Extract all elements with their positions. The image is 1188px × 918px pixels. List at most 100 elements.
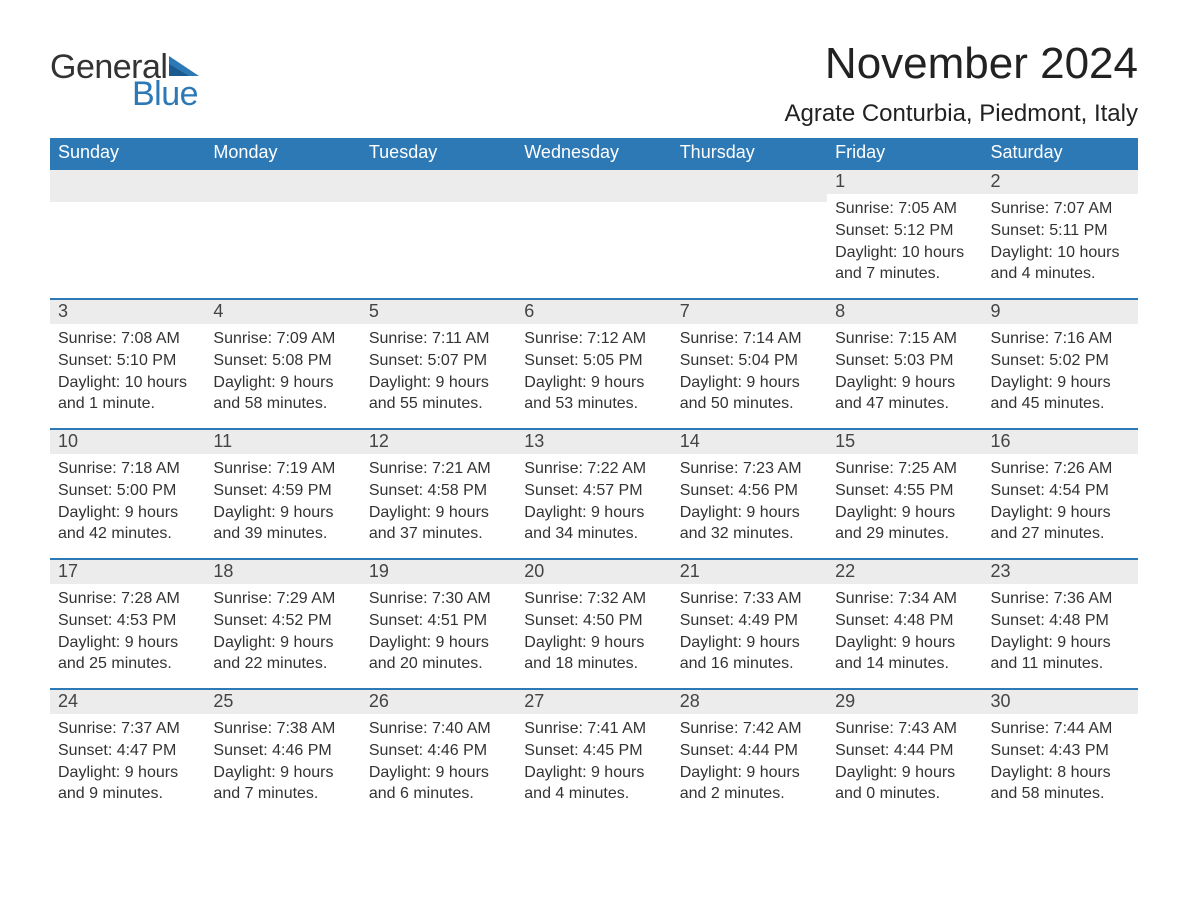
day-number: 19 [361,560,516,584]
day-details: Sunrise: 7:41 AMSunset: 4:45 PMDaylight:… [516,714,671,808]
day-cell: 8Sunrise: 7:15 AMSunset: 5:03 PMDaylight… [827,298,982,428]
sunset-text: Sunset: 5:03 PM [835,350,974,372]
day-details: Sunrise: 7:23 AMSunset: 4:56 PMDaylight:… [672,454,827,548]
day-number: 21 [672,560,827,584]
sunset-text: Sunset: 4:51 PM [369,610,508,632]
day-cell [361,168,516,298]
day-details: Sunrise: 7:28 AMSunset: 4:53 PMDaylight:… [50,584,205,678]
day-cell: 6Sunrise: 7:12 AMSunset: 5:05 PMDaylight… [516,298,671,428]
sunset-text: Sunset: 4:44 PM [835,740,974,762]
sunrise-text: Sunrise: 7:43 AM [835,718,974,740]
day-cell: 23Sunrise: 7:36 AMSunset: 4:48 PMDayligh… [983,558,1138,688]
sunrise-text: Sunrise: 7:07 AM [991,198,1130,220]
day-details: Sunrise: 7:07 AMSunset: 5:11 PMDaylight:… [983,194,1138,288]
day-cell: 27Sunrise: 7:41 AMSunset: 4:45 PMDayligh… [516,688,671,818]
sunset-text: Sunset: 4:45 PM [524,740,663,762]
day-details: Sunrise: 7:15 AMSunset: 5:03 PMDaylight:… [827,324,982,418]
day-details: Sunrise: 7:09 AMSunset: 5:08 PMDaylight:… [205,324,360,418]
week-row: 24Sunrise: 7:37 AMSunset: 4:47 PMDayligh… [50,688,1138,818]
daylight-text: Daylight: 9 hours and 16 minutes. [680,632,819,675]
sunrise-text: Sunrise: 7:12 AM [524,328,663,350]
sunset-text: Sunset: 4:53 PM [58,610,197,632]
col-saturday: Saturday [983,138,1138,168]
day-number: 23 [983,560,1138,584]
day-cell [50,168,205,298]
daylight-text: Daylight: 9 hours and 32 minutes. [680,502,819,545]
day-details: Sunrise: 7:37 AMSunset: 4:47 PMDaylight:… [50,714,205,808]
day-number: 5 [361,300,516,324]
day-details: Sunrise: 7:22 AMSunset: 4:57 PMDaylight:… [516,454,671,548]
day-details: Sunrise: 7:05 AMSunset: 5:12 PMDaylight:… [827,194,982,288]
day-number: 15 [827,430,982,454]
week-row: 10Sunrise: 7:18 AMSunset: 5:00 PMDayligh… [50,428,1138,558]
daylight-text: Daylight: 9 hours and 29 minutes. [835,502,974,545]
sunrise-text: Sunrise: 7:36 AM [991,588,1130,610]
day-cell: 14Sunrise: 7:23 AMSunset: 4:56 PMDayligh… [672,428,827,558]
day-cell: 11Sunrise: 7:19 AMSunset: 4:59 PMDayligh… [205,428,360,558]
day-number: 7 [672,300,827,324]
day-cell [672,168,827,298]
sunset-text: Sunset: 4:46 PM [213,740,352,762]
day-cell: 28Sunrise: 7:42 AMSunset: 4:44 PMDayligh… [672,688,827,818]
day-number: 6 [516,300,671,324]
daylight-text: Daylight: 9 hours and 50 minutes. [680,372,819,415]
logo: General Blue [50,48,199,114]
sunset-text: Sunset: 4:50 PM [524,610,663,632]
day-number: 22 [827,560,982,584]
day-details: Sunrise: 7:21 AMSunset: 4:58 PMDaylight:… [361,454,516,548]
daylight-text: Daylight: 9 hours and 37 minutes. [369,502,508,545]
sunset-text: Sunset: 4:56 PM [680,480,819,502]
day-details [361,194,516,202]
sunrise-text: Sunrise: 7:26 AM [991,458,1130,480]
day-number: 16 [983,430,1138,454]
day-details [50,194,205,202]
day-details: Sunrise: 7:44 AMSunset: 4:43 PMDaylight:… [983,714,1138,808]
sunrise-text: Sunrise: 7:19 AM [213,458,352,480]
day-cell: 15Sunrise: 7:25 AMSunset: 4:55 PMDayligh… [827,428,982,558]
day-cell: 18Sunrise: 7:29 AMSunset: 4:52 PMDayligh… [205,558,360,688]
daylight-text: Daylight: 9 hours and 20 minutes. [369,632,508,675]
day-cell: 21Sunrise: 7:33 AMSunset: 4:49 PMDayligh… [672,558,827,688]
day-number: 28 [672,690,827,714]
sunrise-text: Sunrise: 7:28 AM [58,588,197,610]
day-cell: 10Sunrise: 7:18 AMSunset: 5:00 PMDayligh… [50,428,205,558]
week-row: 3Sunrise: 7:08 AMSunset: 5:10 PMDaylight… [50,298,1138,428]
day-details: Sunrise: 7:18 AMSunset: 5:00 PMDaylight:… [50,454,205,548]
day-cell: 19Sunrise: 7:30 AMSunset: 4:51 PMDayligh… [361,558,516,688]
sunset-text: Sunset: 5:12 PM [835,220,974,242]
sunrise-text: Sunrise: 7:18 AM [58,458,197,480]
day-details: Sunrise: 7:40 AMSunset: 4:46 PMDaylight:… [361,714,516,808]
daylight-text: Daylight: 9 hours and 45 minutes. [991,372,1130,415]
daylight-text: Daylight: 9 hours and 9 minutes. [58,762,197,805]
day-details: Sunrise: 7:19 AMSunset: 4:59 PMDaylight:… [205,454,360,548]
day-cell: 29Sunrise: 7:43 AMSunset: 4:44 PMDayligh… [827,688,982,818]
day-cell: 3Sunrise: 7:08 AMSunset: 5:10 PMDaylight… [50,298,205,428]
day-cell: 13Sunrise: 7:22 AMSunset: 4:57 PMDayligh… [516,428,671,558]
sunrise-text: Sunrise: 7:09 AM [213,328,352,350]
day-cell [205,168,360,298]
sunrise-text: Sunrise: 7:44 AM [991,718,1130,740]
day-number: 1 [827,170,982,194]
day-number [361,170,516,194]
day-details: Sunrise: 7:12 AMSunset: 5:05 PMDaylight:… [516,324,671,418]
header-row: Sunday Monday Tuesday Wednesday Thursday… [50,138,1138,168]
sunset-text: Sunset: 5:05 PM [524,350,663,372]
day-number: 20 [516,560,671,584]
sunset-text: Sunset: 4:55 PM [835,480,974,502]
day-number: 18 [205,560,360,584]
week-row: 17Sunrise: 7:28 AMSunset: 4:53 PMDayligh… [50,558,1138,688]
sunrise-text: Sunrise: 7:32 AM [524,588,663,610]
day-details: Sunrise: 7:16 AMSunset: 5:02 PMDaylight:… [983,324,1138,418]
sunrise-text: Sunrise: 7:11 AM [369,328,508,350]
sunset-text: Sunset: 4:52 PM [213,610,352,632]
day-number [516,170,671,194]
col-monday: Monday [205,138,360,168]
day-details: Sunrise: 7:38 AMSunset: 4:46 PMDaylight:… [205,714,360,808]
day-details: Sunrise: 7:26 AMSunset: 4:54 PMDaylight:… [983,454,1138,548]
day-details: Sunrise: 7:11 AMSunset: 5:07 PMDaylight:… [361,324,516,418]
page: General Blue November 2024 Agrate Contur… [0,0,1188,858]
day-cell: 17Sunrise: 7:28 AMSunset: 4:53 PMDayligh… [50,558,205,688]
daylight-text: Daylight: 9 hours and 58 minutes. [213,372,352,415]
col-tuesday: Tuesday [361,138,516,168]
daylight-text: Daylight: 9 hours and 11 minutes. [991,632,1130,675]
